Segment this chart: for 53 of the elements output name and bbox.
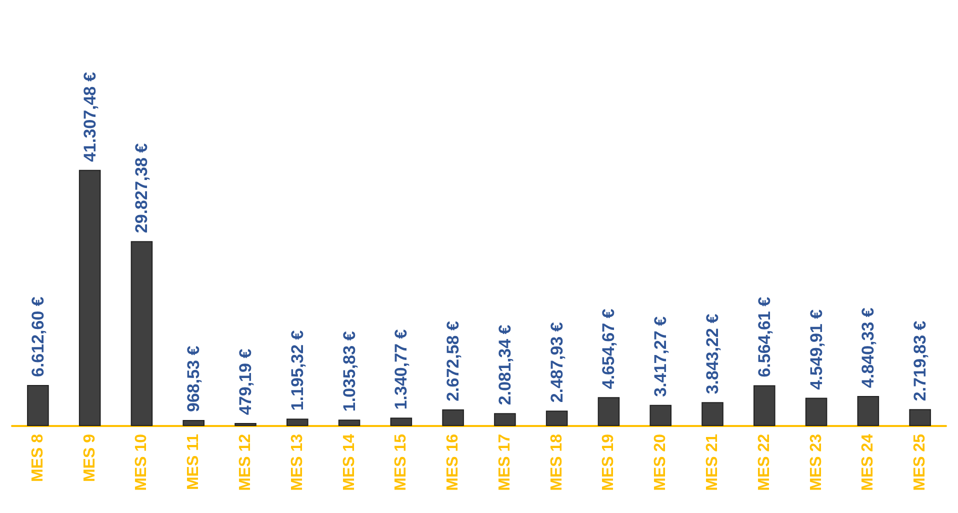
data-label: 6.612,60 €: [28, 296, 48, 377]
x-tick-label: MES 13: [288, 434, 306, 491]
bar: [442, 409, 464, 426]
bar: [546, 410, 568, 426]
data-label: 2.487,93 €: [547, 322, 566, 403]
data-label: 41.307,48 €: [80, 72, 100, 162]
x-tick-label: MES 10: [133, 434, 150, 491]
x-tick-label: MES 9: [81, 434, 98, 482]
data-label: 2.081,34 €: [495, 324, 514, 406]
data-label: 2.672,58 €: [444, 320, 463, 402]
data-label: 3.843,22 €: [703, 313, 722, 394]
data-label: 968,53 €: [184, 345, 204, 412]
x-tick-label: MES 8: [29, 434, 46, 482]
data-label: 4.549,91 €: [806, 308, 826, 390]
x-tick-label: MES 22: [756, 434, 773, 491]
data-label: 1.035,83 €: [340, 330, 359, 412]
bar: [78, 170, 101, 426]
data-label: 2.719,83 €: [910, 320, 930, 402]
bar: [182, 420, 205, 426]
bar: [27, 385, 49, 426]
x-tick-label: MES 20: [652, 434, 670, 491]
data-label: 1.195,32 €: [288, 330, 307, 411]
x-tick-label: MES 15: [392, 434, 410, 491]
x-tick-label: MES 12: [237, 434, 254, 491]
x-tick-label: MES 23: [808, 434, 825, 491]
bar: [857, 396, 880, 426]
bar: [598, 397, 620, 426]
x-tick-label: MES 11: [185, 434, 202, 490]
bar: [805, 398, 828, 426]
data-label: 6.564,61 €: [754, 296, 774, 378]
x-tick-label: MES 16: [444, 434, 462, 491]
bar: [286, 418, 308, 426]
bar: [909, 409, 931, 426]
x-tick-label: MES 24: [860, 434, 877, 491]
x-tick-label: MES 14: [340, 434, 358, 491]
bar: [702, 402, 724, 426]
bar: [753, 385, 776, 426]
data-label: 1.340,77 €: [392, 328, 411, 410]
x-tick-label: MES 25: [912, 434, 929, 491]
x-tick-label: MES 18: [548, 434, 566, 491]
data-label: 4.840,33 €: [858, 307, 878, 388]
data-label: 4.654,67 €: [599, 308, 618, 390]
x-tick-label: MES 21: [704, 434, 721, 491]
bar: [650, 404, 672, 426]
bar: [130, 241, 153, 426]
bar: [338, 420, 360, 426]
data-label: 29.827,38 €: [132, 142, 152, 234]
bar: [494, 413, 516, 426]
bar: [390, 418, 412, 426]
data-label: 479,19 €: [236, 348, 255, 416]
data-label: 3.417,27 €: [651, 316, 670, 397]
x-tick-label: MES 17: [496, 434, 514, 491]
x-tick-label: MES 19: [600, 434, 618, 491]
